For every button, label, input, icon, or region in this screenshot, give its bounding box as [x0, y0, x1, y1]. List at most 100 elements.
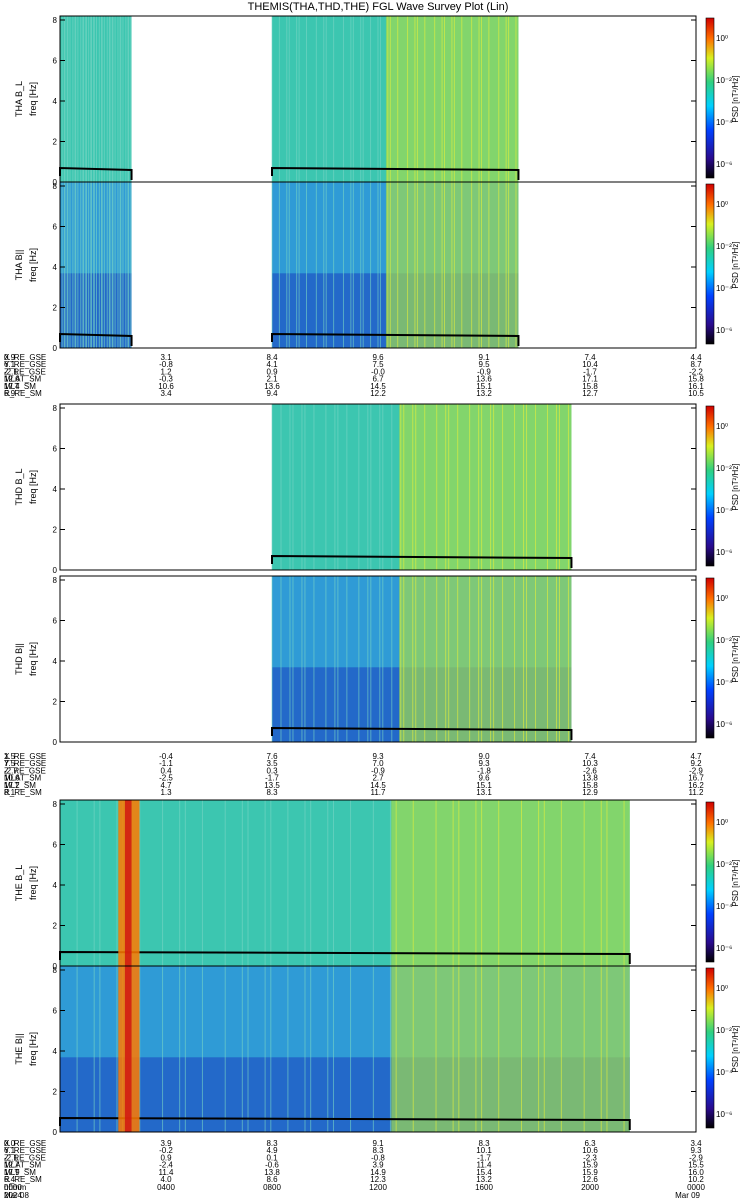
ephemeris-value: 17.2	[4, 781, 20, 790]
ephemeris-value: 10.3	[582, 759, 598, 768]
ephemeris-value: 8.3	[266, 1139, 278, 1148]
y-axis-label: freq [Hz]	[28, 642, 38, 676]
colorbar	[705, 17, 715, 179]
ephemeris-value: 12.7	[582, 389, 598, 398]
gyrofrequency-trace	[271, 554, 573, 568]
panel-6: 0 2 4 6 8 THE B|| freq [Hz] 10⁰ 10⁻² 10⁻⁴ 10⁻⁶ PSD …	[14, 965, 740, 1137]
ephemeris-value: 7.4	[584, 752, 596, 761]
ephemeris-value: -2.2	[689, 367, 703, 376]
ephemeris-value: -1.7	[583, 367, 597, 376]
ephemeris-row-label: Z_RE_GSE	[4, 766, 46, 775]
y-tick-label: 0	[53, 566, 58, 575]
ephemeris-value: 4.0	[160, 1175, 172, 1184]
ephemeris-value: -2.3	[583, 1153, 597, 1162]
ephemeris-value: 4.4	[690, 353, 702, 362]
colorbar	[705, 405, 715, 567]
ephemeris-row-label: MLAT_SM	[4, 375, 42, 384]
colorbar-tick-label: 10⁻⁶	[716, 944, 732, 953]
ephemeris-value: 2.1	[266, 375, 278, 384]
ephemeris-value: 11.7	[371, 788, 387, 797]
ephemeris-row-label: Z_RE_GSE	[4, 367, 46, 376]
y-tick-label: 2	[53, 698, 58, 707]
colorbar-label: PSD [nT²/Hz]	[731, 463, 740, 510]
ephemeris-value: -2.9	[689, 766, 703, 775]
y-tick-label: 4	[53, 657, 58, 666]
y-tick-label: 6	[53, 223, 58, 232]
y-tick-label: 6	[53, 841, 58, 850]
panel-frame	[59, 403, 697, 571]
ephemeris-value: 6.9	[4, 389, 16, 398]
ephemeris-value: 13.1	[476, 788, 492, 797]
y-tick-label: 2	[53, 138, 58, 147]
ephemeris-row-label: Z_RE_GSE	[4, 1153, 46, 1162]
ephemeris-value: 0.3	[266, 766, 278, 775]
ephemeris-value: 13.8	[582, 774, 598, 783]
ephemeris-value: 9.1	[372, 1139, 384, 1148]
ephemeris-value: 15.1	[476, 781, 492, 790]
y-tick-label: 8	[53, 800, 58, 809]
y-tick-label: 4	[53, 485, 58, 494]
ephemeris-value: 4.1	[266, 360, 278, 369]
ephemeris-value: 7.5	[4, 759, 16, 768]
ephemeris-value: -1.7	[265, 774, 279, 783]
ephemeris-value: -0.4	[159, 752, 173, 761]
colorbar-tick-label: 10⁻²	[716, 242, 732, 251]
ephemeris-value: 1.5	[4, 752, 16, 761]
ephemeris-value: 15.5	[688, 1161, 704, 1170]
time-tick-label: 2000	[581, 1183, 599, 1192]
colorbar-tick-label: 10⁰	[716, 34, 728, 43]
ephemeris-value: 10.5	[688, 389, 704, 398]
panel-label: THA B||	[14, 250, 24, 281]
y-tick-label: 8	[53, 966, 58, 975]
ephemeris-row-label: R_RE_SM	[4, 788, 42, 797]
ephemeris-value: 12.9	[582, 788, 598, 797]
ephemeris-value: 12.2	[370, 389, 386, 398]
ephemeris-value: 10.1	[476, 1146, 492, 1155]
ephemeris-value: 0.9	[266, 367, 278, 376]
y-tick-label: 4	[53, 1047, 58, 1056]
ephemeris-value: -0.9	[477, 367, 491, 376]
panel-frame	[59, 965, 697, 1133]
intense-activity-region	[391, 800, 630, 966]
colorbar-tick-label: 10⁰	[716, 422, 728, 431]
intense-activity-region	[391, 966, 630, 1132]
ephemeris-value: 6.4	[4, 1175, 16, 1184]
y-axis-label: freq [Hz]	[28, 248, 38, 282]
colorbar-tick-label: 10⁻⁶	[716, 326, 732, 335]
broadband-burst-core	[124, 800, 132, 966]
ephemeris-value: -2.1	[4, 367, 18, 376]
panel-frame	[59, 181, 697, 349]
ephemeris-value: 15.1	[476, 382, 492, 391]
y-tick-label: 8	[53, 404, 58, 413]
y-axis-label: freq [Hz]	[28, 470, 38, 504]
ephemeris-value: 13.8	[264, 1168, 280, 1177]
ephemeris-value: 6.3	[584, 1139, 596, 1148]
ephemeris-value: 11.4	[159, 1168, 175, 1177]
gyrofrequency-trace	[271, 332, 520, 346]
colorbar-tick-label: 10⁻⁴	[716, 118, 733, 127]
ephemeris-value: 17.1	[582, 375, 598, 384]
colorbar-tick-label: 10⁻⁴	[716, 284, 733, 293]
ephemeris-value: 7.0	[372, 759, 384, 768]
ephemeris-value: 16.0	[688, 1168, 704, 1177]
y-tick-label: 4	[53, 263, 58, 272]
ephemeris-value: 9.3	[372, 752, 384, 761]
ephemeris-value: 12.7	[4, 1161, 20, 1170]
time-tick-label: 0000	[687, 1183, 705, 1192]
ephemeris-value: 12.3	[370, 1175, 386, 1184]
gyrofrequency-trace	[271, 726, 573, 740]
ephemeris-value: 9.6	[372, 353, 384, 362]
date-start-label: Mar 08	[4, 1191, 29, 1200]
y-tick-label: 0	[53, 962, 58, 971]
ephemeris-value: 10.6	[158, 382, 174, 391]
ephemeris-row-label: X_RE_GSE	[4, 752, 46, 761]
y-axis-label: freq [Hz]	[28, 866, 38, 900]
ephemeris-value: 4.7	[690, 752, 702, 761]
ephemeris-value: 15.9	[582, 1168, 598, 1177]
ephemeris-value: 10.4	[582, 360, 598, 369]
y-axis-label: freq [Hz]	[28, 1032, 38, 1066]
time-tick-label: 1600	[475, 1183, 493, 1192]
ephemeris-value: 3.4	[690, 1139, 702, 1148]
